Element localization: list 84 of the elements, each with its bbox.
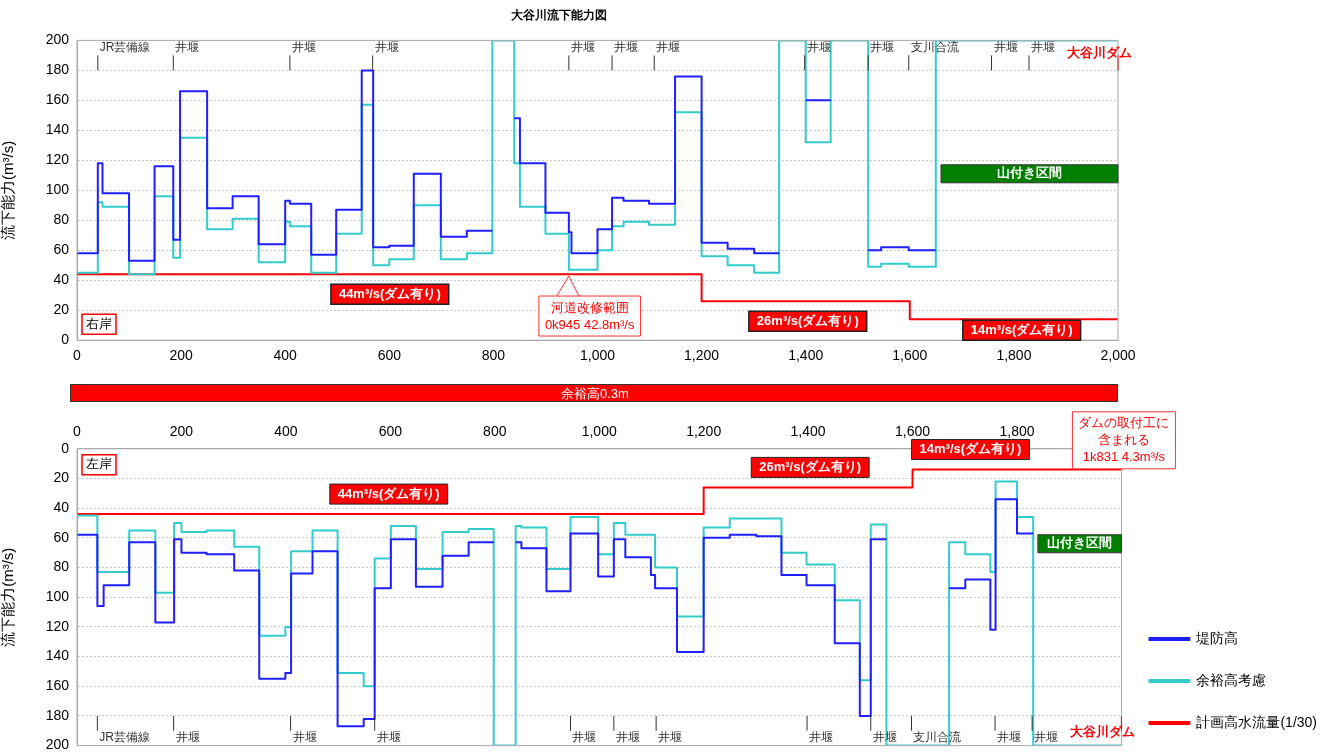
ref-line-label: 井堰 <box>656 40 681 55</box>
ref-line-label: 井堰 <box>809 730 834 745</box>
annotation: 右岸 <box>86 315 112 331</box>
y-tick-label: 100 <box>45 588 70 605</box>
annotation: 26m³/s(ダム有り) <box>756 312 859 328</box>
ref-line-label: 井堰 <box>997 730 1022 745</box>
ref-line-label: 井堰 <box>374 40 399 55</box>
y-tick-label: 140 <box>45 121 70 138</box>
chart-title: 大谷川流下能力図 <box>511 7 607 22</box>
x-tick-label: 0 <box>73 423 82 440</box>
ref-line-label: JR芸備線 <box>99 730 151 745</box>
ref-line-label: 井堰 <box>993 40 1018 55</box>
ref-line-label: 井堰 <box>570 40 595 55</box>
x-tick-label: 1,400 <box>790 423 826 440</box>
ref-line-label: 井堰 <box>615 730 640 745</box>
y-tick-label: 180 <box>45 61 70 78</box>
y-axis-title: 流下能力(m³/s) <box>0 140 17 240</box>
x-tick-label: 600 <box>378 423 403 440</box>
ref-line-label: 井堰 <box>292 730 317 745</box>
x-tick-label: 1,600 <box>895 423 931 440</box>
y-tick-label: 0 <box>61 439 70 456</box>
annotation: 44m³/s(ダム有り) <box>337 485 440 501</box>
text: 余裕高0.3m <box>70 384 1118 402</box>
y-tick-label: 200 <box>45 736 70 753</box>
ref-line-label: 井堰 <box>614 40 639 55</box>
annotation: 44m³/s(ダム有り) <box>338 285 441 301</box>
x-tick-label: 1,200 <box>686 423 722 440</box>
ref-line-label: 大谷川ダム <box>1067 45 1132 61</box>
y-tick-label: 40 <box>53 499 70 516</box>
x-tick-label: 400 <box>274 423 298 440</box>
y-tick-label: 20 <box>53 469 70 486</box>
x-tick-label: 800 <box>481 347 506 364</box>
y-tick-label: 160 <box>45 677 70 694</box>
ref-line-label: JR芸備線 <box>99 40 151 55</box>
ref-line-label: 井堰 <box>376 730 401 745</box>
x-tick-label: 1,400 <box>788 347 824 364</box>
annotation: 左岸 <box>86 456 112 472</box>
legend-label: 堤防高 <box>1195 629 1239 646</box>
x-tick-label: 1,000 <box>579 347 616 364</box>
y-tick-label: 40 <box>53 271 70 288</box>
y-tick-label: 120 <box>45 617 70 634</box>
y-tick-label: 200 <box>45 31 70 48</box>
ref-line-label: 井堰 <box>175 730 200 745</box>
y-tick-label: 140 <box>45 647 70 664</box>
x-tick-label: 200 <box>169 347 193 364</box>
ref-line-label: 大谷川ダム <box>1070 723 1136 739</box>
y-tick-label: 80 <box>53 211 70 228</box>
legend-label: 計画高水流量(1/30) <box>1196 713 1318 730</box>
y-tick-label: 180 <box>45 706 70 723</box>
x-tick-label: 400 <box>273 347 298 364</box>
band-label: 山付き区間 <box>997 165 1063 181</box>
y-tick-label: 100 <box>45 181 70 198</box>
ref-line-label: 井堰 <box>658 730 683 745</box>
x-tick-label: 1,600 <box>892 347 928 364</box>
annotation: 14m³/s(ダム有り) <box>919 441 1022 457</box>
band-label: 山付き区間 <box>1047 535 1113 551</box>
ref-line-label: 井堰 <box>175 40 200 55</box>
legend-label: 余裕高考慮 <box>1196 671 1267 688</box>
x-tick-label: 1,200 <box>684 347 720 364</box>
y-tick-label: 20 <box>53 301 70 318</box>
x-tick-label: 2,000 <box>1100 347 1136 364</box>
x-tick-label: 600 <box>377 347 402 364</box>
y-axis-title: 流下能力(m³/s) <box>0 547 17 647</box>
annotation: 14m³/s(ダム有り) <box>970 321 1073 337</box>
annotation: 26m³/s(ダム有り) <box>759 458 862 474</box>
annotation: 河道改修範囲 0k945 42.8m³/s <box>544 299 635 332</box>
x-tick-label: 1,000 <box>581 423 617 440</box>
y-tick-label: 160 <box>45 91 70 108</box>
y-tick-label: 60 <box>53 528 70 545</box>
ref-line-label: 井堰 <box>870 40 895 55</box>
x-tick-label: 0 <box>73 347 82 364</box>
ref-line-label: 井堰 <box>1030 40 1055 55</box>
annotation: ダムの取付工に含まれる 1k831 4.3m³/s <box>1078 415 1170 465</box>
ref-line-label: 井堰 <box>572 730 597 745</box>
y-tick-label: 80 <box>53 558 70 575</box>
ref-line-label: 井堰 <box>291 40 316 55</box>
ref-line-label: 井堰 <box>1034 730 1059 745</box>
y-tick-label: 0 <box>61 331 70 348</box>
x-tick-label: 800 <box>483 423 507 440</box>
x-tick-label: 1,800 <box>999 423 1035 440</box>
x-tick-label: 1,800 <box>996 347 1032 364</box>
y-tick-label: 60 <box>53 241 70 258</box>
y-tick-label: 120 <box>45 151 70 168</box>
x-tick-label: 200 <box>169 423 194 440</box>
